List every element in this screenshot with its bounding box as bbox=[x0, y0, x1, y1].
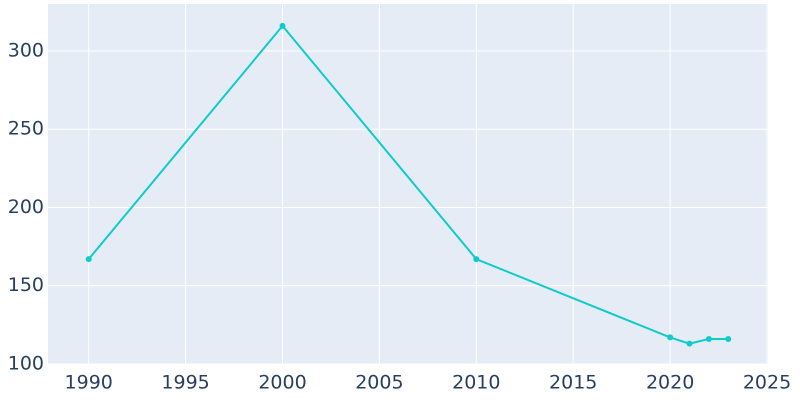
point bbox=[279, 22, 286, 29]
x-tick-label: 2005 bbox=[355, 372, 403, 394]
x-tick-label: 2010 bbox=[452, 372, 500, 394]
x-tick-label: 2015 bbox=[549, 372, 597, 394]
point bbox=[85, 256, 92, 263]
x-tick-label: 2000 bbox=[258, 372, 306, 394]
x-tick-label: 1990 bbox=[65, 372, 113, 394]
y-tick-label: 300 bbox=[8, 39, 44, 61]
point bbox=[686, 340, 693, 347]
y-tick-label: 250 bbox=[8, 118, 44, 140]
y-tick-label: 150 bbox=[8, 274, 44, 296]
x-tick-label: 2025 bbox=[743, 372, 791, 394]
y-tick-label: 100 bbox=[8, 353, 44, 375]
point bbox=[725, 335, 732, 342]
point bbox=[705, 335, 712, 342]
x-tick-label: 1995 bbox=[161, 372, 209, 394]
plot-area bbox=[48, 4, 768, 364]
point bbox=[667, 334, 674, 341]
x-tick-label: 2020 bbox=[646, 372, 694, 394]
y-tick-label: 200 bbox=[8, 196, 44, 218]
point bbox=[473, 256, 480, 263]
